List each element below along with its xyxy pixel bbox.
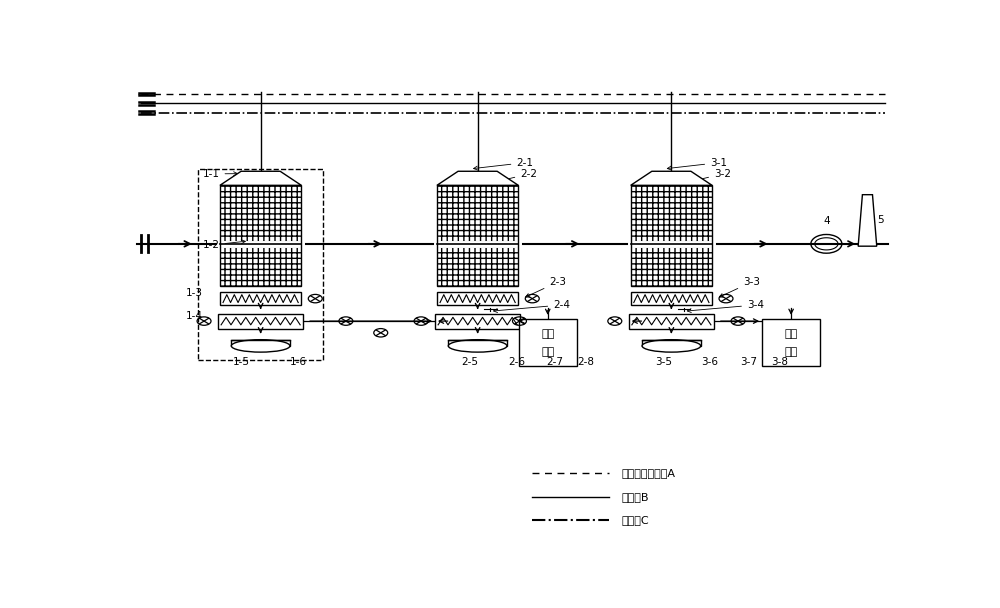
Bar [220, 185, 301, 286]
Polygon shape [220, 171, 301, 185]
Polygon shape [437, 171, 518, 185]
Ellipse shape [448, 340, 507, 352]
Text: 3-5: 3-5 [655, 357, 672, 367]
Text: 3-8: 3-8 [771, 357, 788, 367]
Text: 4: 4 [823, 216, 830, 226]
Bar [631, 292, 712, 305]
Text: 吸附剂C: 吸附剂C [621, 515, 649, 525]
Text: 3-3: 3-3 [719, 277, 760, 297]
Text: 吸附剂B: 吸附剂B [621, 492, 648, 502]
Bar [437, 292, 518, 305]
Text: 系统: 系统 [541, 347, 554, 358]
Text: 碱性颗粒反应剂A: 碱性颗粒反应剂A [621, 468, 675, 478]
Bar [198, 169, 323, 361]
Text: 2-6: 2-6 [508, 357, 525, 367]
Bar [631, 185, 712, 286]
Text: 1-5: 1-5 [233, 357, 250, 367]
Text: 1-6: 1-6 [289, 357, 306, 367]
Text: 1-4: 1-4 [186, 311, 202, 321]
Text: 1-2: 1-2 [202, 240, 245, 250]
Text: 3-4: 3-4 [687, 300, 764, 313]
Polygon shape [631, 171, 712, 185]
Text: 3-1: 3-1 [667, 157, 727, 170]
Text: 2-1: 2-1 [474, 157, 533, 170]
Bar [220, 292, 301, 305]
Text: 3-7: 3-7 [740, 357, 757, 367]
Text: 1-3: 1-3 [186, 288, 202, 299]
Text: 2-2: 2-2 [501, 169, 537, 182]
Text: 3-2: 3-2 [694, 169, 731, 182]
Text: 系统: 系统 [784, 347, 798, 358]
Text: 1-1: 1-1 [202, 169, 238, 179]
Bar [448, 340, 507, 346]
Ellipse shape [231, 340, 290, 352]
Bar [631, 185, 712, 286]
Bar [519, 319, 577, 365]
Bar [629, 314, 714, 328]
Text: 2-4: 2-4 [494, 300, 570, 313]
Text: 3-6: 3-6 [702, 357, 719, 367]
Bar [231, 340, 290, 346]
Bar [435, 314, 520, 328]
Bar [220, 185, 301, 286]
Bar [437, 185, 518, 286]
Bar [437, 185, 518, 286]
Bar [762, 319, 820, 365]
Text: 2-7: 2-7 [547, 357, 564, 367]
Text: 燃烧: 燃烧 [541, 329, 554, 339]
Text: 2-3: 2-3 [526, 277, 566, 297]
Text: 2-8: 2-8 [578, 357, 595, 367]
Text: 冷凝: 冷凝 [784, 329, 798, 339]
Text: 2-5: 2-5 [461, 357, 478, 367]
Text: 5: 5 [877, 215, 883, 226]
Bar [642, 340, 701, 346]
Ellipse shape [642, 340, 701, 352]
Polygon shape [858, 195, 877, 246]
Bar [218, 314, 303, 328]
